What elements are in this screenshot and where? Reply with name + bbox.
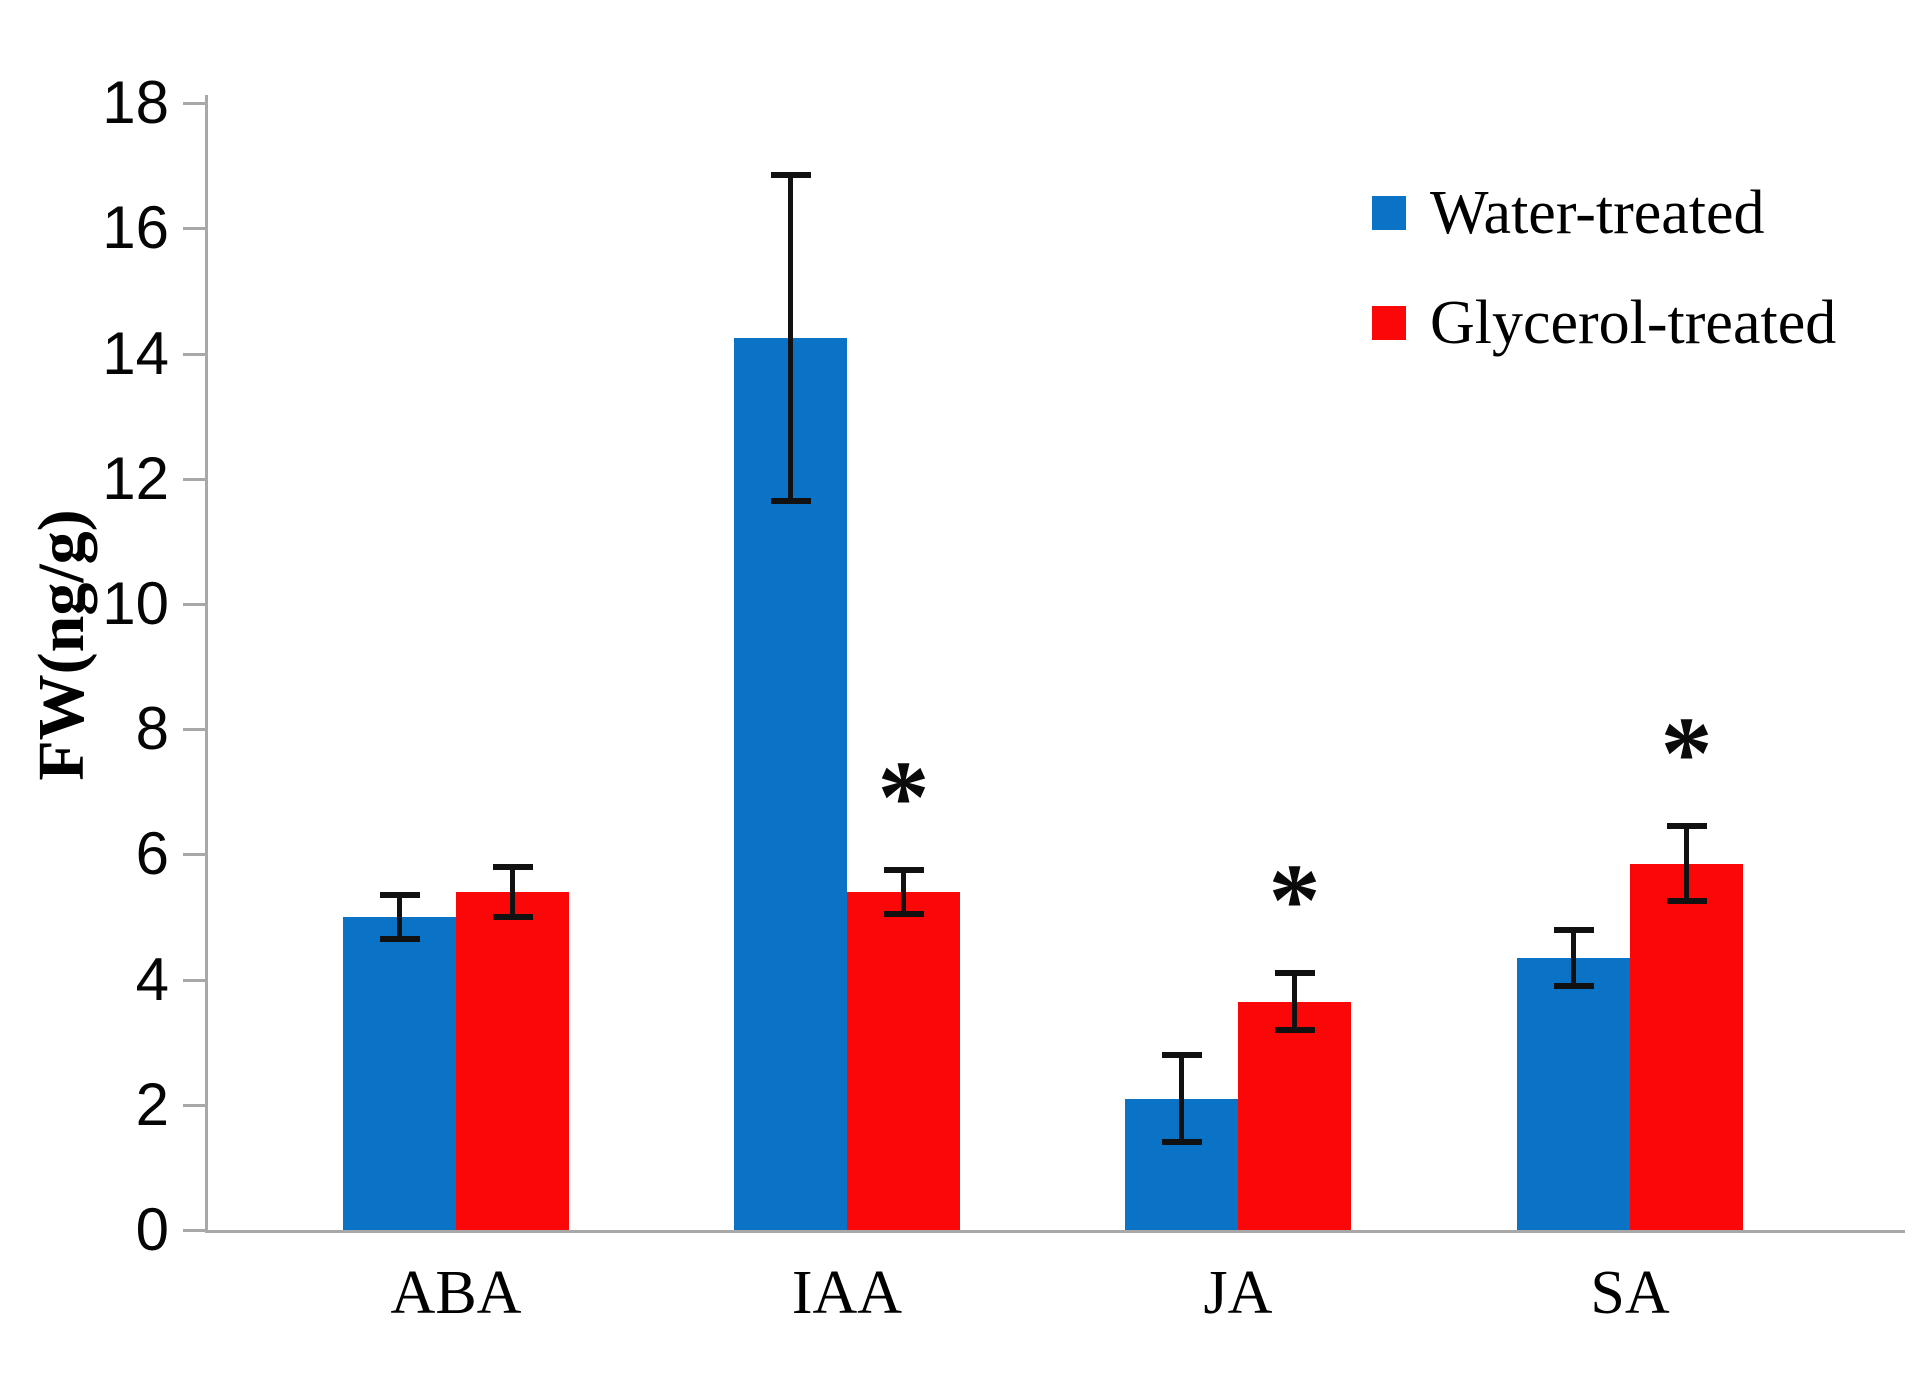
x-category-label-ja: JA: [1203, 1259, 1273, 1327]
x-axis-line: [205, 1230, 1905, 1233]
error-bar-cap: [883, 910, 924, 917]
error-bar: [901, 870, 906, 914]
error-bar: [788, 175, 793, 501]
y-tick-mark: [183, 728, 205, 732]
legend-item: Glycerol-treated: [1372, 288, 1836, 358]
significance-asterisk-iaa: *: [877, 740, 930, 856]
y-tick-mark: [183, 352, 205, 356]
y-tick-mark: [183, 227, 205, 231]
y-tick-mark: [183, 603, 205, 606]
bar-sa-glycerol: [1630, 863, 1743, 1230]
y-tick-label: 8: [135, 695, 169, 763]
bar-sa-water: [1517, 957, 1630, 1230]
error-bar-cap: [1274, 970, 1315, 977]
legend: Water-treated Glycerol-treated: [1372, 178, 1836, 398]
y-tick-mark: [183, 477, 205, 481]
error-bar-cap: [492, 863, 533, 870]
significance-asterisk-sa: *: [1660, 696, 1713, 812]
error-bar-cap: [883, 867, 924, 874]
legend-label: Water-treated: [1430, 178, 1765, 247]
error-bar-cap: [1666, 823, 1707, 830]
y-tick-mark: [183, 853, 205, 857]
error-bar-cap: [1161, 1139, 1202, 1146]
y-tick-label: 16: [102, 194, 169, 262]
error-bar: [1571, 929, 1576, 986]
bar-aba-glycerol: [456, 891, 569, 1230]
y-tick-label: 2: [135, 1070, 169, 1138]
y-tick-label: 14: [102, 319, 169, 387]
bar-aba-water: [343, 917, 456, 1230]
legend-swatch-icon: [1372, 196, 1406, 230]
error-bar-cap: [1161, 1051, 1202, 1058]
error-bar-cap: [379, 935, 420, 942]
error-bar: [1179, 1054, 1184, 1143]
legend-swatch-icon: [1372, 306, 1406, 340]
error-bar-cap: [770, 172, 811, 179]
error-bar: [1684, 826, 1689, 902]
bar-iaa-glycerol: [847, 891, 960, 1230]
error-bar-cap: [379, 892, 420, 899]
x-category-label-iaa: IAA: [791, 1259, 903, 1327]
error-bar-cap: [1553, 982, 1594, 989]
error-bar-cap: [1274, 1026, 1315, 1033]
error-bar: [1292, 973, 1297, 1030]
error-bar-cap: [770, 497, 811, 504]
error-bar: [397, 895, 402, 939]
y-tick-mark: [183, 1103, 205, 1107]
x-category-label-aba: ABA: [390, 1259, 522, 1327]
error-bar: [510, 866, 515, 917]
y-tick-mark: [183, 102, 205, 106]
y-tick-label: 12: [102, 444, 169, 512]
legend-item: Water-treated: [1372, 178, 1836, 248]
y-tick-label: 6: [135, 820, 169, 888]
y-tick-label: 4: [135, 945, 169, 1013]
error-bar-cap: [1553, 926, 1594, 933]
y-axis-line: [205, 95, 208, 1233]
y-tick-label: 10: [102, 570, 169, 637]
error-bar-cap: [1666, 898, 1707, 905]
y-tick-mark: [183, 1229, 205, 1232]
bar-ja-glycerol: [1238, 1001, 1351, 1230]
y-tick-mark: [183, 978, 205, 982]
legend-label: Glycerol-treated: [1430, 288, 1837, 357]
x-category-label-sa: SA: [1590, 1259, 1670, 1327]
y-tick-label: 18: [102, 69, 169, 137]
error-bar-cap: [492, 914, 533, 920]
significance-asterisk-ja: *: [1268, 843, 1321, 959]
y-tick-label: 0: [135, 1196, 169, 1263]
